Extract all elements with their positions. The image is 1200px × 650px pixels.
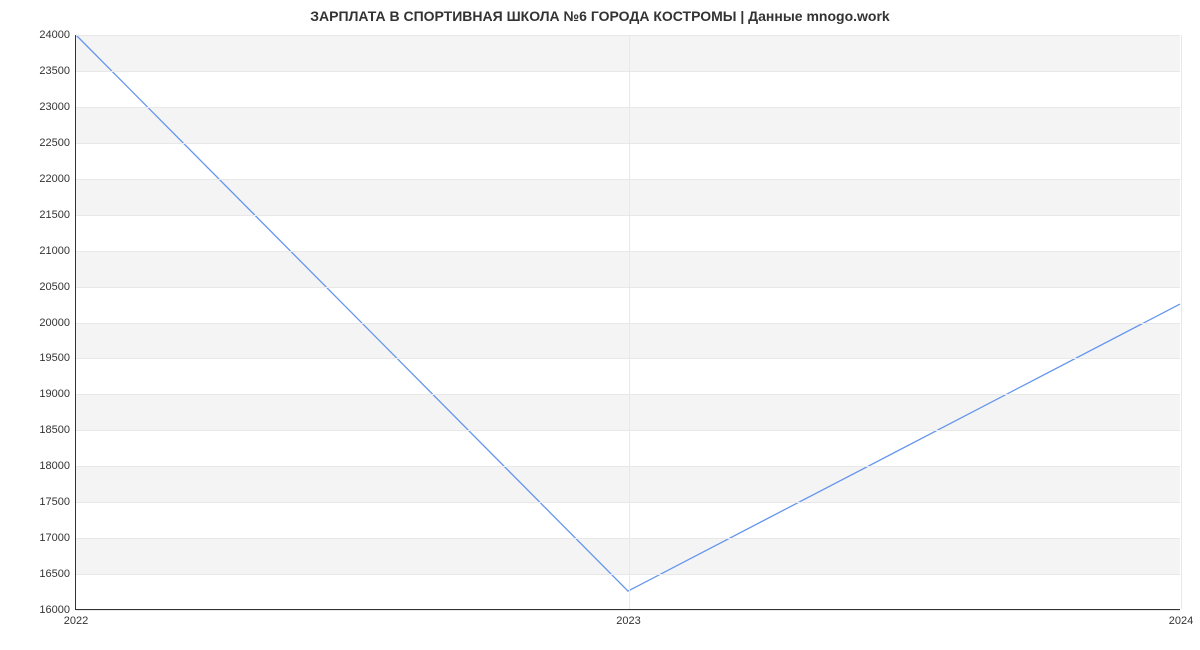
y-tick-label: 20500 <box>39 281 70 293</box>
y-tick-label: 22000 <box>39 173 70 185</box>
x-tick-label: 2023 <box>616 615 640 627</box>
y-tick-label: 16500 <box>39 568 70 580</box>
x-tick-label: 2022 <box>64 615 88 627</box>
y-tick-label: 18500 <box>39 424 70 436</box>
y-tick-label: 22500 <box>39 137 70 149</box>
y-tick-label: 23000 <box>39 101 70 113</box>
y-tick-label: 21000 <box>39 245 70 257</box>
y-tick-label: 19500 <box>39 352 70 364</box>
y-tick-label: 23500 <box>39 65 70 77</box>
y-tick-label: 24000 <box>39 29 70 41</box>
y-tick-label: 20000 <box>39 317 70 329</box>
y-tick-label: 19000 <box>39 388 70 400</box>
chart-gridline-v <box>629 35 630 609</box>
chart-title: ЗАРПЛАТА В СПОРТИВНАЯ ШКОЛА №6 ГОРОДА КО… <box>0 8 1200 24</box>
y-tick-label: 21500 <box>39 209 70 221</box>
chart-plot-area: 1600016500170001750018000185001900019500… <box>75 35 1180 610</box>
y-tick-label: 17000 <box>39 532 70 544</box>
x-tick-label: 2024 <box>1169 615 1193 627</box>
chart-gridline-h <box>76 610 1180 611</box>
y-tick-label: 18000 <box>39 460 70 472</box>
y-tick-label: 17500 <box>39 496 70 508</box>
chart-gridline-v <box>1181 35 1182 609</box>
